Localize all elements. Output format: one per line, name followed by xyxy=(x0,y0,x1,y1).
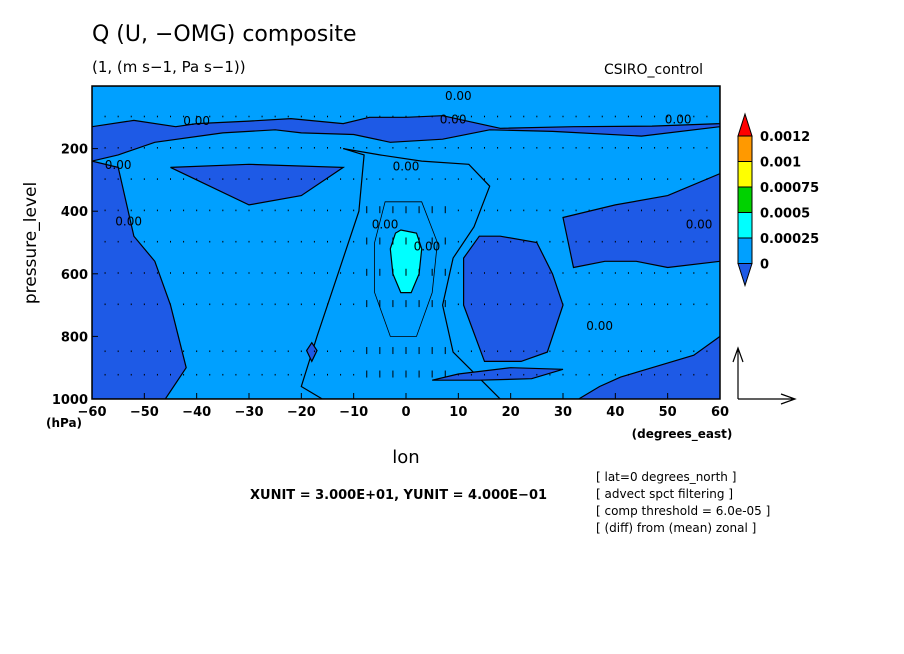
contour-label: 0.00 xyxy=(686,217,713,231)
colorbar-label: 0 xyxy=(760,258,769,273)
note-line: [ (diff) from (mean) zonal ] xyxy=(596,521,757,535)
colorbar-swatch xyxy=(737,237,753,264)
run-label: CSIRO_control xyxy=(604,62,704,78)
y-tick-label: 1000 xyxy=(52,393,88,408)
colorbar-swatch xyxy=(737,161,753,188)
x-axis-label: lon xyxy=(392,447,419,468)
x-axis-unit: (degrees_east) xyxy=(632,427,733,442)
contour-label: 0.00 xyxy=(393,160,420,174)
x-tick-label: −50 xyxy=(130,405,159,420)
y-tick-label: 600 xyxy=(61,268,88,283)
contour-fill-below-0 xyxy=(463,235,564,362)
contour-fill-below-0 xyxy=(305,341,318,363)
colorbar-swatch xyxy=(737,112,753,137)
y-tick-label: 400 xyxy=(61,205,88,220)
x-tick-label: 20 xyxy=(502,405,520,420)
colorbar-label: 0.0005 xyxy=(760,207,810,222)
note-line: [ lat=0 degrees_north ] xyxy=(596,470,737,484)
x-tick-label: 10 xyxy=(449,405,467,420)
x-tick-label: 50 xyxy=(659,405,677,420)
x-tick-label: −60 xyxy=(78,405,107,420)
annotation-notes: [ lat=0 degrees_north ] [ advect spct fi… xyxy=(596,469,770,537)
contour-label: 0.00 xyxy=(183,114,210,128)
axes: −60 −50 −40 −30 −20 −10 0 10 20 30 40 50 60 1000 800 60… xyxy=(52,143,729,420)
contour-label: 0.00 xyxy=(445,89,472,103)
reference-vector-arrow xyxy=(732,346,797,405)
note-line: [ comp threshold = 6.0e-05 ] xyxy=(596,504,771,518)
contour-label: 0.00 xyxy=(414,239,441,253)
colorbar-swatch xyxy=(737,135,753,162)
colorbar-label: 0.001 xyxy=(760,156,801,171)
vector-unit-text: XUNIT = 3.000E+01, YUNIT = 4.000E−01 xyxy=(250,488,548,503)
x-tick-label: −30 xyxy=(235,405,264,420)
y-tick-label: 200 xyxy=(61,143,88,158)
colorbar-label: 0.00075 xyxy=(760,181,819,196)
contour-label: 0.00 xyxy=(586,319,613,333)
x-tick-label: −20 xyxy=(287,405,316,420)
x-tick-label: 0 xyxy=(401,405,410,420)
colorbar-swatch xyxy=(737,186,753,213)
x-tick-label: 40 xyxy=(606,405,624,420)
chart-subtitle: (1, (m s−1, Pa s−1)) xyxy=(92,58,246,76)
contour-label: 0.00 xyxy=(440,113,467,127)
colorbar-swatch xyxy=(737,212,753,239)
contour-label: 0.00 xyxy=(115,214,142,228)
x-tick-label: 30 xyxy=(554,405,572,420)
x-tick-label: −10 xyxy=(339,405,368,420)
contour-label: 0.00 xyxy=(105,158,132,172)
colorbar-swatch xyxy=(737,263,753,288)
y-tick-label: 800 xyxy=(61,330,88,345)
plot-area: 0.00 0.00 0.00 0.00 0.00 0.00 0.00 0.00 0.00 0.00… xyxy=(92,86,720,399)
contour-label: 0.00 xyxy=(665,113,692,127)
colorbar: 0.0012 0.001 0.00075 0.0005 0.00025 0 xyxy=(737,112,819,288)
note-line: [ advect spct filtering ] xyxy=(596,487,734,501)
colorbar-label: 0.0012 xyxy=(760,130,810,145)
x-tick-label: −40 xyxy=(182,405,211,420)
y-axis-label: pressure_level xyxy=(21,182,41,304)
y-axis-unit: (hPa) xyxy=(46,416,82,430)
contour-line xyxy=(374,201,438,337)
colorbar-label: 0.00025 xyxy=(760,232,819,247)
x-tick-label: 60 xyxy=(711,405,729,420)
contour-label: 0.00 xyxy=(372,217,399,231)
chart-title: Q (U, −OMG) composite xyxy=(92,22,357,47)
